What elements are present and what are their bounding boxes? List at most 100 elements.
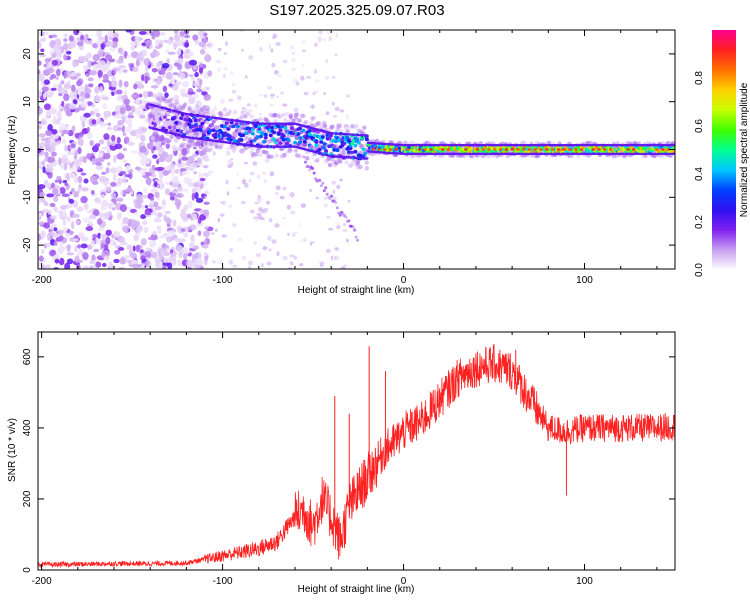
noise-dot xyxy=(154,261,162,268)
noise-dot xyxy=(286,204,292,210)
noise-dot xyxy=(169,195,175,201)
noise-dot xyxy=(98,139,105,145)
ridge-peak xyxy=(440,148,445,151)
noise-dot xyxy=(94,95,102,103)
ridge-point xyxy=(293,140,298,145)
noise-dot xyxy=(160,70,166,75)
noise-dot xyxy=(123,80,129,88)
noise-dot xyxy=(57,87,66,94)
noise-dot xyxy=(101,146,109,150)
noise-dot xyxy=(144,250,152,258)
noise-dot xyxy=(113,230,120,238)
noise-dot xyxy=(339,178,343,182)
noise-dot xyxy=(141,74,145,82)
noise-dot xyxy=(42,37,47,42)
noise-dot xyxy=(65,110,73,117)
noise-dot xyxy=(71,84,76,93)
noise-dot xyxy=(189,59,198,66)
noise-dot xyxy=(41,266,47,269)
noise-dot xyxy=(269,96,275,100)
noise-dot xyxy=(44,140,51,149)
noise-dot xyxy=(76,263,81,269)
noise-dot xyxy=(57,246,64,255)
noise-dot xyxy=(38,142,41,147)
ridge-point xyxy=(617,149,622,154)
noise-dot xyxy=(75,72,81,78)
noise-dot xyxy=(150,174,157,178)
noise-dot xyxy=(135,55,143,60)
noise-dot xyxy=(125,164,131,171)
noise-dot xyxy=(41,160,45,167)
noise-dot xyxy=(260,263,264,268)
ridge-branch xyxy=(325,192,329,196)
ridge-point xyxy=(363,151,368,156)
noise-dot xyxy=(204,51,209,55)
noise-dot xyxy=(113,258,120,264)
y-tick-label: 600 xyxy=(22,348,33,365)
noise-dot xyxy=(120,189,124,196)
noise-dot xyxy=(232,264,238,268)
noise-dot xyxy=(279,195,285,200)
ridge-peak xyxy=(597,148,601,151)
noise-dot xyxy=(308,188,313,193)
noise-dot xyxy=(269,103,274,107)
noise-dot xyxy=(291,67,296,72)
noise-dot xyxy=(56,68,61,77)
noise-dot xyxy=(328,36,332,42)
noise-dot xyxy=(243,182,249,188)
noise-dot xyxy=(53,227,58,232)
noise-dot xyxy=(343,223,346,226)
ridge-point xyxy=(353,143,358,148)
snr-line xyxy=(38,344,675,569)
noise-dot xyxy=(122,159,128,164)
noise-dot xyxy=(117,246,125,251)
noise-dot xyxy=(298,263,304,267)
ridge-point xyxy=(672,145,675,150)
noise-dot xyxy=(139,249,144,253)
noise-dot xyxy=(198,41,207,48)
noise-dot xyxy=(203,32,208,37)
ridge-halo xyxy=(188,142,193,148)
noise-dot xyxy=(182,80,190,88)
noise-dot xyxy=(315,196,320,200)
noise-dot xyxy=(74,255,80,264)
noise-dot xyxy=(342,229,348,232)
spectrogram-xlabel: Height of straight line (km) xyxy=(298,285,415,296)
noise-dot xyxy=(167,37,173,45)
noise-dot xyxy=(331,180,337,185)
noise-dot xyxy=(105,54,113,61)
ridge-point xyxy=(358,153,363,158)
ridge-point xyxy=(356,140,361,145)
noise-dot xyxy=(66,173,71,181)
noise-dot xyxy=(241,255,247,261)
noise-dot xyxy=(98,60,106,69)
ridge-halo xyxy=(218,111,224,116)
noise-dot xyxy=(41,248,45,255)
noise-dot xyxy=(178,159,182,164)
noise-dot xyxy=(146,142,154,150)
ridge-point xyxy=(270,125,275,130)
noise-dot xyxy=(256,197,262,203)
noise-dot xyxy=(315,79,320,83)
ridge-point xyxy=(671,149,675,154)
noise-dot xyxy=(154,167,162,171)
noise-dot xyxy=(336,221,340,226)
noise-dot xyxy=(67,159,72,163)
noise-dot xyxy=(183,232,189,238)
ridge-point xyxy=(317,147,322,152)
ridge-point xyxy=(187,133,192,137)
noise-dot xyxy=(97,232,102,239)
ridge-halo xyxy=(197,133,202,138)
noise-dot xyxy=(336,184,341,189)
ridge-point xyxy=(298,126,303,131)
ridge-point xyxy=(231,124,236,129)
noise-dot xyxy=(318,30,323,35)
noise-dot xyxy=(41,208,50,214)
noise-dot xyxy=(93,61,97,65)
ridge-halo xyxy=(327,162,333,168)
noise-dot xyxy=(116,197,124,202)
noise-dot xyxy=(46,193,55,198)
noise-dot xyxy=(71,188,75,193)
noise-dot xyxy=(179,37,186,43)
ridge-point xyxy=(397,146,402,150)
